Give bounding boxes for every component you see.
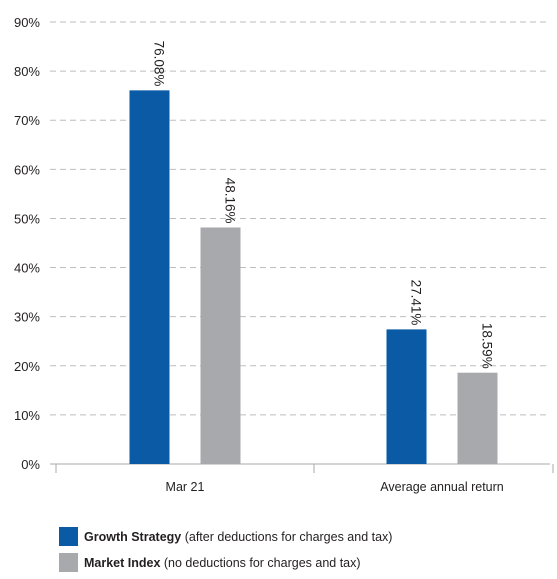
y-axis-tick-labels: 0% 10% 20% 30% 40% 50% 60% 70% 80% 90% xyxy=(14,15,40,472)
y-tick-label: 90% xyxy=(14,15,40,30)
legend-label-market-index: Market Index xyxy=(84,555,161,570)
x-axis-tick-labels: Mar 21 Average annual return xyxy=(166,480,504,494)
y-tick-label: 60% xyxy=(14,162,40,177)
data-label: 18.59% xyxy=(480,323,495,369)
y-tick-label: 10% xyxy=(14,408,40,423)
bar xyxy=(457,372,498,464)
data-label: 48.16% xyxy=(223,178,238,224)
y-tick-label: 40% xyxy=(14,261,40,276)
data-label: 76.08% xyxy=(152,41,167,87)
data-labels: 76.08% 48.16% 27.41% 18.59% xyxy=(152,41,495,369)
bar xyxy=(129,90,170,464)
bar xyxy=(386,329,427,464)
legend-note-market-index: (no deductions for charges and tax) xyxy=(160,555,361,570)
y-tick-label: 70% xyxy=(14,113,40,128)
data-label: 27.41% xyxy=(409,280,424,326)
x-axis xyxy=(50,463,554,473)
x-tick-label: Mar 21 xyxy=(166,480,205,494)
y-tick-label: 80% xyxy=(14,64,40,79)
legend-note-growth-strategy: (after deductions for charges and tax) xyxy=(181,529,393,544)
gridlines xyxy=(50,21,550,416)
y-tick-label: 30% xyxy=(14,310,40,325)
legend-item-growth-strategy: Growth Strategy (after deductions for ch… xyxy=(59,527,392,546)
y-tick-label: 0% xyxy=(21,457,40,472)
y-tick-label: 50% xyxy=(14,211,40,226)
bars xyxy=(129,90,498,464)
legend-swatch-growth-strategy xyxy=(59,527,78,546)
legend-item-market-index: Market Index (no deductions for charges … xyxy=(59,553,392,572)
legend-swatch-market-index xyxy=(59,553,78,572)
legend-label-growth-strategy: Growth Strategy xyxy=(84,529,182,544)
x-tick-label: Average annual return xyxy=(380,480,504,494)
y-tick-label: 20% xyxy=(14,359,40,374)
bar xyxy=(200,227,241,464)
legend: Growth Strategy (after deductions for ch… xyxy=(59,527,392,579)
